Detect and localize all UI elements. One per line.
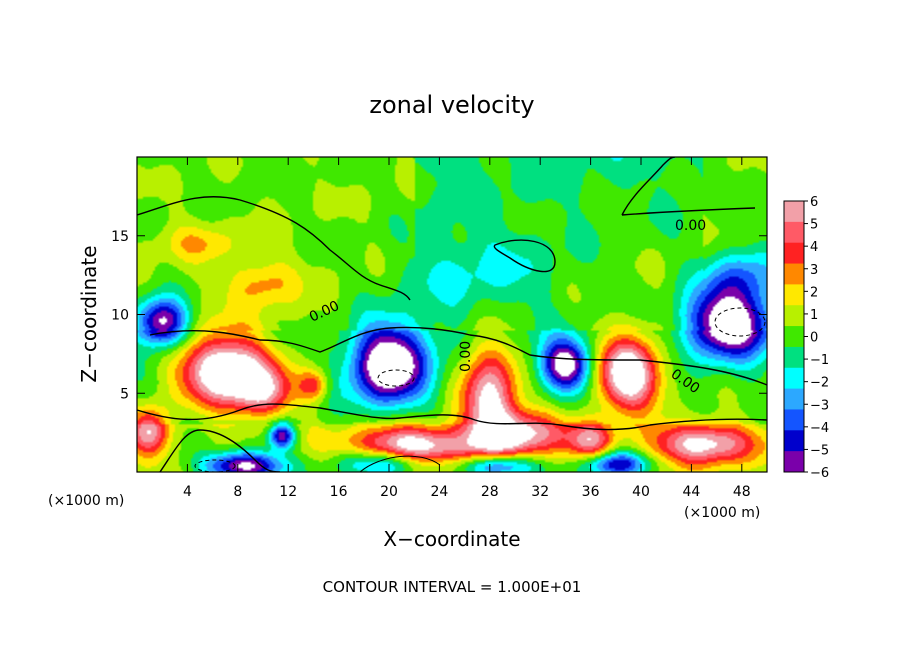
y-tick-label: 10 [111,308,129,324]
colorbar-swatch [784,201,804,223]
x-axis-label: X−coordinate [383,527,520,551]
zero-contour-mid [149,326,767,386]
colorbar-tick-label: −1 [810,353,829,368]
colorbar-tick-label: 2 [810,285,818,300]
x-unit-label: (×1000 m) [684,505,760,521]
neg-contour-bottom [194,459,236,472]
neg-contour-center [377,369,415,387]
x-tick-label: 32 [531,484,549,500]
zero-contour-bottom [159,429,281,472]
heatmap-area: 0.00 0.00 0.00 0.00 [136,156,768,473]
x-tick-label: 24 [430,484,448,500]
y-axis-label: Z−coordinate [77,245,101,382]
x-tick-label: 16 [330,484,348,500]
colorbar-tick-label: 4 [810,240,818,255]
colorbar-swatch [784,409,804,431]
x-tick-label: 4 [183,484,192,500]
zero-contour-lower [137,403,767,431]
colorbar-tick-label: −6 [810,466,829,481]
colorbar-tick-label: −5 [810,443,829,458]
y-tick-label: 5 [120,386,129,402]
x-tick-label: 12 [279,484,297,500]
colorbar-swatch [784,451,804,473]
colorbar-swatch [784,367,804,390]
x-tick-label: 44 [682,484,700,500]
contour-interval-note: CONTOUR INTERVAL = 1.000E+01 [323,578,582,596]
y-unit-label: (×1000 m) [48,493,124,509]
colorbar-tick-label: 5 [810,218,818,233]
colorbar-swatch [784,346,804,369]
y-tick-label: 15 [111,229,129,245]
x-tick-label: 20 [380,484,398,500]
contour-label-1: 0.00 [675,218,706,234]
colorbar-swatch [784,221,804,244]
colorbar-tick-label: −3 [810,398,829,413]
colorbar-swatch [784,326,804,348]
x-axis: 4 8 12 16 20 24 28 32 36 40 44 48 [183,157,751,500]
x-tick-label: 28 [481,484,499,500]
neg-contour-right [714,307,766,337]
colorbar-swatch [784,388,804,410]
colorbar-swatch [784,242,804,265]
zero-contours [137,157,767,472]
colorbar-tick-label: 3 [810,263,818,278]
x-tick-label: 40 [632,484,650,500]
chart-title: zonal velocity [369,91,534,119]
colorbar-tick-label: 1 [810,308,818,323]
x-tick-label: 36 [582,484,600,500]
colorbar-tick-label: 0 [810,331,818,346]
colorbar-tick-label: −2 [810,376,829,391]
colorbar-swatch [784,430,804,452]
contour-label-3: 0.00 [458,341,474,372]
zero-contour-upper-left [137,196,411,301]
x-tick-label: 48 [733,484,751,500]
y-axis: 5 10 15 [111,229,767,402]
pos-contour-bottom [359,455,441,472]
heatmap-field [137,157,767,472]
colorbar-tick-label: −4 [810,421,829,436]
zero-contour-lens [493,239,556,273]
colorbar-swatch [784,305,804,327]
colorbar-tick-label: 6 [810,195,818,210]
colorbar-swatch [784,263,804,285]
positive-contours [359,455,441,472]
colorbar-swatch [784,284,804,306]
x-tick-label: 8 [233,484,242,500]
colorbar: 6 5 4 3 2 1 0 −1 −2 −3 −4 −5 −6 [783,195,829,481]
negative-contours [194,307,766,472]
